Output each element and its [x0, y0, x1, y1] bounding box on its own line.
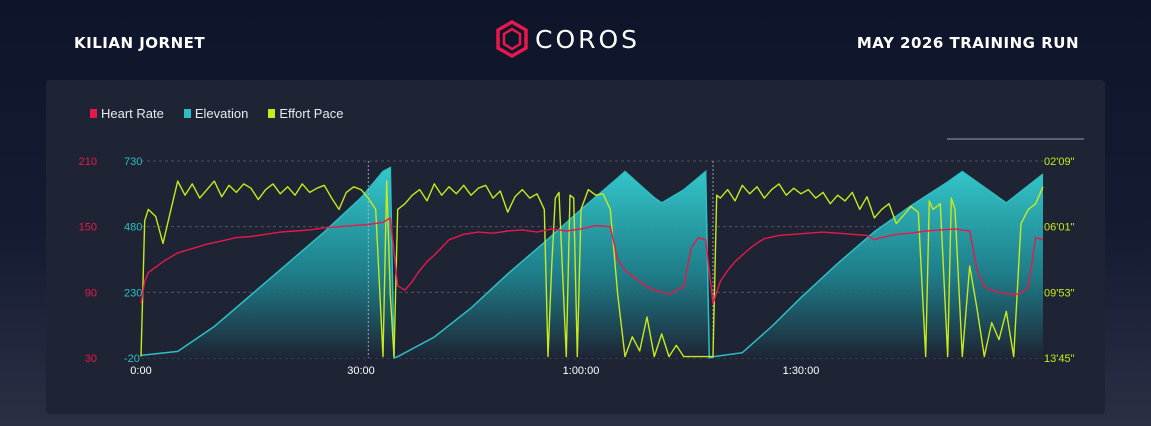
- heart-rate-layer: [140, 217, 1044, 304]
- elevation-layer: [140, 166, 1044, 360]
- x-tick-label: 1:30:00: [783, 365, 820, 377]
- heart-rate-swatch: [90, 109, 97, 118]
- heart-rate-tick-label: 90: [85, 287, 97, 299]
- brand-name: COROS: [535, 24, 641, 54]
- legend-label: Heart Rate: [101, 106, 164, 121]
- effort-pace-line: [140, 180, 1044, 358]
- x-tick-label: 30:00: [347, 365, 375, 377]
- elevation-area: [141, 167, 1043, 358]
- x-tick-label: 0:00: [130, 365, 151, 377]
- coros-hexagon-icon: [496, 20, 528, 58]
- elevation-tick-label: 230: [124, 287, 142, 299]
- legend-item-effort-pace[interactable]: Effort Pace: [268, 106, 343, 121]
- top-bar: KILIAN JORNET COROS MAY 2026 TRAINING RU…: [0, 0, 1151, 80]
- legend-label: Elevation: [194, 106, 249, 121]
- elevation-line: [140, 166, 1044, 360]
- axis-layer: 210 150 90 30 730 480 230 -20 02'09" 06'01" 09'53"…: [79, 156, 1075, 377]
- elevation-tick-label: 730: [124, 156, 142, 168]
- lap-marker-layer: [367, 161, 714, 358]
- heart-rate-tick-label: 30: [85, 353, 97, 365]
- x-tick-label: 1:00:00: [563, 365, 600, 377]
- chart-legend: Heart Rate Elevation Effort Pace: [90, 106, 343, 121]
- heart-rate-tick-label: 210: [79, 156, 97, 168]
- heart-rate-tick-label: 150: [79, 222, 97, 234]
- chart-scrollbar[interactable]: [947, 138, 1084, 140]
- elevation-tick-label: -20: [124, 353, 140, 365]
- athlete-name: KILIAN JORNET: [74, 34, 206, 52]
- effort-pace-tick-label: 06'01": [1044, 222, 1075, 234]
- effort-pace-tick-label: 09'53": [1044, 287, 1075, 299]
- elevation-swatch: [183, 109, 191, 118]
- effort-pace-swatch: [268, 109, 276, 118]
- heart-rate-line: [140, 217, 1044, 304]
- effort-pace-tick-label: 13'45": [1044, 353, 1075, 365]
- brand-logo: COROS: [495, 20, 640, 58]
- effort-pace-layer: [140, 180, 1044, 358]
- legend-label: Effort Pace: [279, 106, 344, 121]
- legend-item-heart-rate[interactable]: Heart Rate: [90, 106, 164, 121]
- legend-item-elevation[interactable]: Elevation: [183, 106, 249, 121]
- elevation-tick-label: 480: [124, 222, 142, 234]
- effort-pace-tick-label: 02'09": [1044, 156, 1075, 168]
- session-title: MAY 2026 TRAINING RUN: [856, 34, 1079, 52]
